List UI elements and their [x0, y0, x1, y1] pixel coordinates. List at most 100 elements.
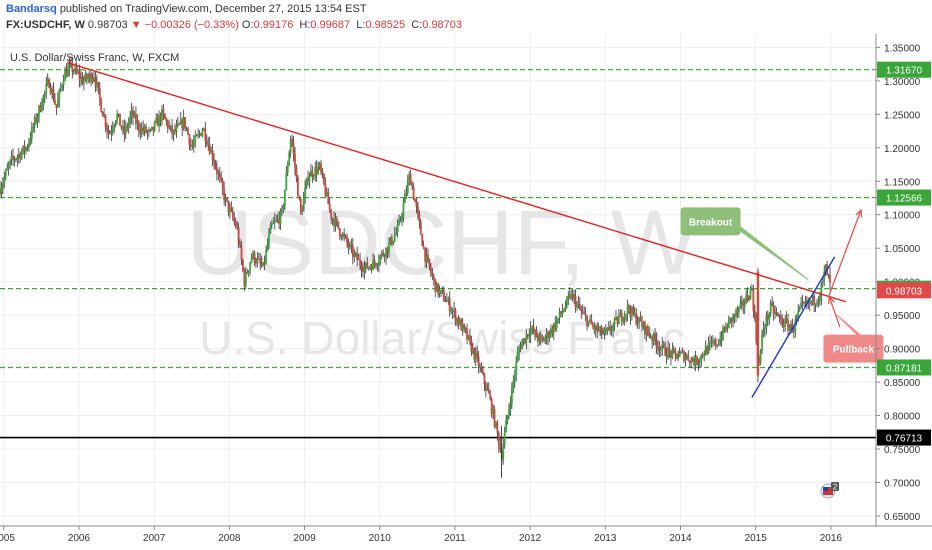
- candle-body: [550, 328, 552, 336]
- candle-body: [95, 82, 98, 86]
- candle-body: [654, 333, 656, 340]
- candle-body: [448, 298, 451, 312]
- candle-body: [263, 262, 266, 264]
- candle-body: [168, 126, 171, 129]
- time-tick-label: 2016: [820, 533, 843, 544]
- candle-body: [59, 87, 62, 90]
- candle-body: [722, 327, 724, 340]
- candle-body: [824, 264, 827, 272]
- publish-line: Bandarsq published on TradingView.com, D…: [6, 3, 367, 15]
- candle-body: [351, 245, 354, 258]
- candle-body: [456, 318, 458, 322]
- pullback-arrow-head-icon: [827, 295, 835, 305]
- candle-body: [227, 200, 230, 212]
- candle-body: [94, 77, 97, 86]
- candle-body: [471, 348, 474, 353]
- candle-body: [390, 237, 393, 244]
- candle-body: [220, 176, 223, 181]
- candle-body: [135, 113, 137, 124]
- candle-body: [661, 343, 664, 349]
- candle-body: [564, 306, 567, 310]
- candle-body: [317, 167, 320, 174]
- breakout-callout[interactable]: [680, 207, 741, 236]
- candle-body: [697, 362, 700, 365]
- candle-body: [698, 360, 701, 363]
- candle-body: [367, 266, 370, 269]
- candle-body: [813, 295, 816, 306]
- level-label: 0.76713: [886, 434, 923, 445]
- candle-body: [309, 170, 312, 177]
- price-tick-label: 1.30000: [884, 77, 921, 88]
- candle-body: [315, 167, 318, 174]
- candle-body: [122, 126, 124, 129]
- candle-body: [427, 254, 429, 259]
- pullback-callout[interactable]: [823, 334, 884, 363]
- candle-body: [558, 311, 561, 318]
- candle-body: [604, 329, 607, 332]
- candle-body: [294, 153, 296, 168]
- time-axis[interactable]: 2005 2006 2007 2008 2009 2010 2011 2012 2013 2014…: [0, 526, 842, 544]
- candle-body: [565, 297, 568, 307]
- candle-body: [518, 347, 521, 354]
- candle-body: [691, 358, 694, 362]
- event-marker[interactable]: 2: [820, 482, 839, 499]
- candle-body: [732, 314, 735, 322]
- candle-body: [15, 159, 17, 161]
- candle-body: [68, 64, 71, 69]
- candle-body: [175, 125, 178, 132]
- candle-body: [230, 207, 233, 211]
- candle-body: [198, 133, 201, 135]
- candle-body: [97, 82, 100, 88]
- candle-body: [191, 145, 194, 147]
- candle-body: [189, 145, 192, 147]
- projection-arrow[interactable]: [828, 209, 862, 297]
- candle-body: [444, 301, 447, 303]
- candle-body: [594, 325, 597, 331]
- uptrend-support-line[interactable]: [751, 256, 836, 398]
- candle-body: [78, 72, 81, 80]
- candle-body: [766, 315, 769, 320]
- candle-body: [547, 332, 549, 339]
- downtrend-resistance-line[interactable]: [67, 62, 847, 303]
- candle-body: [409, 174, 412, 186]
- candle-body: [356, 252, 359, 261]
- candle-body: [548, 335, 551, 339]
- candle-body: [499, 446, 502, 451]
- candle-body: [74, 67, 77, 72]
- candle-body: [626, 305, 629, 314]
- candle-body: [450, 311, 453, 313]
- candle-body: [434, 278, 437, 292]
- candle-body: [723, 327, 726, 331]
- candle-body: [321, 171, 324, 175]
- candle-body: [729, 317, 732, 320]
- candle-body: [0, 187, 1, 194]
- event-count-badge: [831, 482, 839, 491]
- candle-body: [4, 170, 7, 178]
- candle-body: [334, 218, 337, 227]
- candle-body: [670, 351, 672, 358]
- candle-body: [460, 319, 463, 331]
- candle-body: [797, 311, 800, 318]
- candle-body: [318, 163, 321, 168]
- candle-body: [246, 272, 249, 274]
- candle-body: [489, 393, 492, 400]
- candle-body: [54, 100, 56, 105]
- candle-body: [463, 324, 466, 328]
- low-value: 0.98525: [365, 19, 406, 31]
- candle-body: [223, 188, 226, 201]
- candle-body: [276, 218, 279, 220]
- candle-body: [551, 328, 554, 334]
- candle-body: [487, 388, 490, 394]
- author-link[interactable]: Bandarsq: [6, 3, 57, 15]
- candle-body: [685, 355, 688, 358]
- candle-body: [675, 353, 678, 359]
- candle-body: [385, 247, 387, 258]
- pullback-arrow[interactable]: [828, 296, 841, 328]
- candle-body: [774, 312, 776, 315]
- price-tick-label: 1.25000: [884, 110, 921, 121]
- candle-body: [821, 278, 824, 284]
- price-chart[interactable]: USDCHF, W U.S. Dollar/Swiss Franc U.S. D…: [0, 34, 932, 550]
- candle-body: [226, 197, 228, 201]
- candle-body: [671, 349, 674, 358]
- candle-body: [298, 196, 301, 199]
